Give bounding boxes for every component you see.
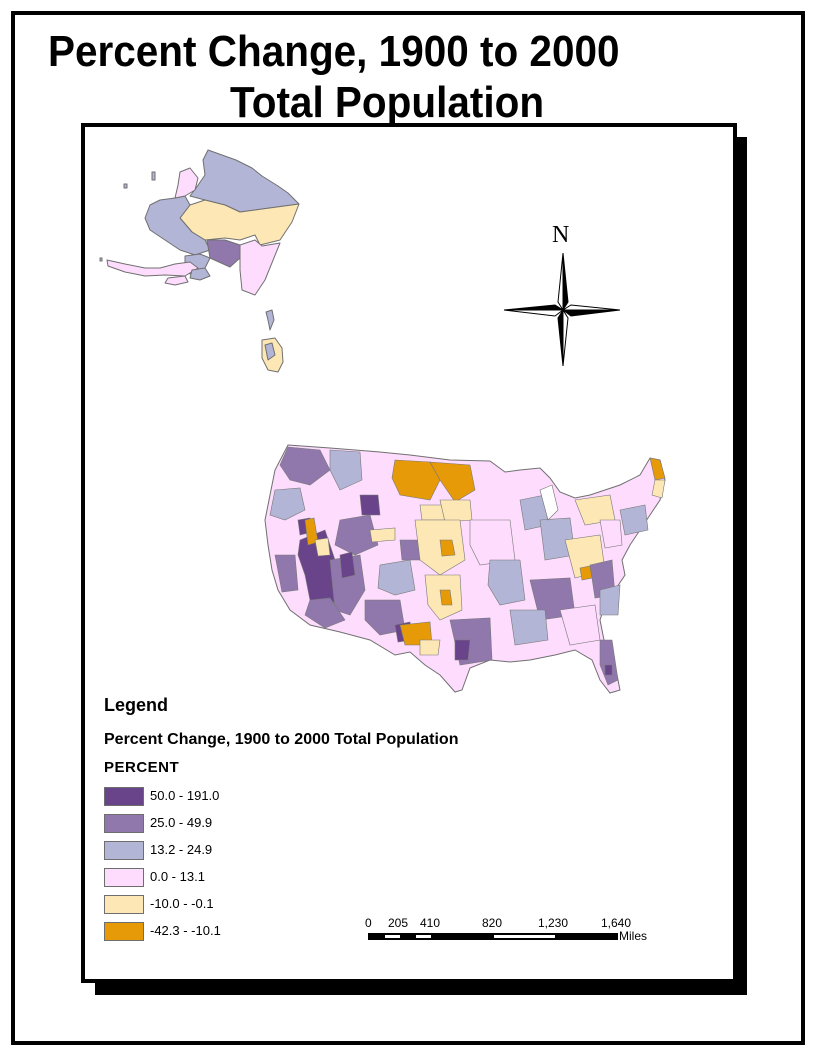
legend-swatch — [104, 814, 144, 833]
compass-rose-icon — [503, 252, 621, 367]
scale-bar — [368, 933, 618, 940]
scale-tick-0: 0 — [365, 916, 372, 930]
legend-swatch — [104, 922, 144, 941]
legend-class-label: 50.0 - 191.0 — [150, 788, 220, 803]
legend-layer-name: Percent Change, 1900 to 2000 Total Popul… — [104, 731, 459, 748]
scale-tick-410: 410 — [420, 916, 441, 930]
alaska-panhandle — [265, 309, 275, 331]
legend-swatch — [104, 841, 144, 860]
alaska-anchorage — [206, 239, 241, 268]
legend-heading: Legend — [104, 695, 169, 715]
legend-swatch — [104, 868, 144, 887]
alaska-southeast — [239, 239, 281, 296]
legend-swatch — [104, 787, 144, 806]
map-title-line-1: Percent Change, 1900 to 2000 — [48, 27, 620, 76]
scale-tick-820: 820 — [482, 916, 503, 930]
scale-tick-205: 205 — [388, 916, 409, 930]
alaska-peninsula — [106, 259, 199, 277]
legend-field-name: PERCENT — [104, 759, 180, 776]
scale-tick-1640: 1,640 — [601, 916, 632, 930]
county-fills — [269, 446, 666, 686]
legend-class-label: 13.2 - 24.9 — [150, 842, 213, 857]
legend-class-label: 25.0 - 49.9 — [150, 815, 213, 830]
legend-swatch — [104, 895, 144, 914]
scale-units: Miles — [619, 929, 648, 943]
legend-class-label: 0.0 - 13.1 — [150, 869, 205, 884]
alaska-northwest — [174, 167, 199, 199]
legend-class-label: -10.0 - -0.1 — [150, 896, 214, 911]
alaska-interior — [179, 199, 300, 246]
alaska-inset — [99, 149, 300, 373]
map-title-line-2: Total Population — [230, 78, 545, 127]
north-arrow-label: N — [552, 222, 570, 248]
legend-class-label: -42.3 - -10.1 — [150, 923, 221, 938]
scale-tick-1230: 1,230 — [538, 916, 569, 930]
